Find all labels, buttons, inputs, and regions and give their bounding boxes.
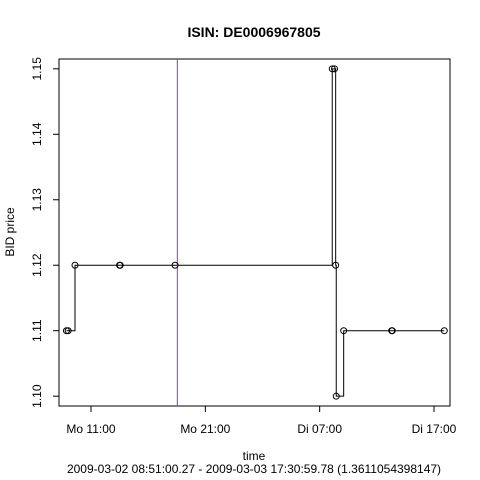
y-axis: 1.10 1.11 1.12 1.13 1.14 1.15 (30, 57, 60, 408)
y-tick-label: 1.10 (30, 384, 44, 408)
data-point (331, 65, 339, 73)
x-tick-label: Di 07:00 (297, 422, 342, 436)
y-tick-label: 1.15 (30, 57, 44, 81)
data-point (71, 261, 79, 269)
x-axis-label: time (243, 449, 266, 463)
x-tick-label: Mo 11:00 (66, 422, 115, 436)
chart-subtitle: 2009-03-02 08:51:00.27 - 2009-03-03 17:3… (67, 462, 441, 476)
data-point (116, 261, 124, 269)
plot-frame (58, 58, 451, 407)
data-point (332, 392, 340, 400)
data-point (171, 261, 179, 269)
x-tick-label: Mo 21:00 (180, 422, 230, 436)
price-step-line (66, 68, 445, 397)
data-point (64, 327, 72, 335)
y-tick-label: 1.14 (30, 122, 44, 146)
data-point (332, 261, 340, 269)
x-axis: Mo 11:00 Mo 21:00 Di 07:00 Di 17:00 (66, 405, 457, 436)
data-point (440, 327, 448, 335)
data-point (388, 327, 396, 335)
chart-title: ISIN: DE0006967805 (187, 24, 320, 40)
x-tick-label: Di 17:00 (412, 422, 457, 436)
y-tick-label: 1.12 (30, 253, 44, 277)
data-point (340, 327, 348, 335)
y-tick-label: 1.13 (30, 188, 44, 212)
plot-area (62, 59, 448, 406)
y-tick-label: 1.11 (30, 319, 44, 342)
y-axis-label: BID price (3, 207, 17, 257)
data-point (328, 65, 336, 73)
